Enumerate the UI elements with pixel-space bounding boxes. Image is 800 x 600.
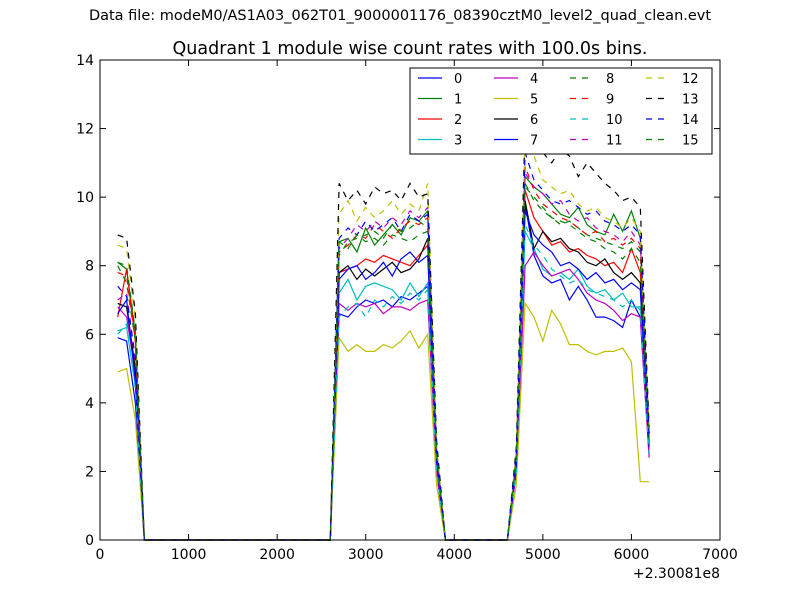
series-line-8 bbox=[117, 181, 650, 541]
series-line-5 bbox=[117, 301, 650, 541]
series-line-4 bbox=[117, 250, 650, 541]
x-tick-label: 0 bbox=[96, 547, 105, 563]
series-line-7 bbox=[117, 210, 650, 541]
legend-label-12: 12 bbox=[682, 72, 699, 87]
series-line-3 bbox=[117, 229, 650, 541]
legend-label-0: 0 bbox=[454, 72, 462, 87]
x-tick-label: 2000 bbox=[259, 547, 295, 563]
x-tick-label: 5000 bbox=[525, 547, 561, 563]
legend-label-6: 6 bbox=[530, 113, 538, 128]
x-tick-label: 3000 bbox=[348, 547, 384, 563]
y-tick-label: 12 bbox=[76, 122, 94, 138]
legend-label-1: 1 bbox=[454, 93, 462, 108]
y-tick-label: 6 bbox=[85, 327, 94, 343]
series-line-0 bbox=[117, 203, 650, 541]
legend-label-3: 3 bbox=[454, 134, 462, 149]
x-tick-label: 4000 bbox=[436, 547, 472, 563]
legend-label-15: 15 bbox=[682, 134, 699, 149]
legend-label-2: 2 bbox=[454, 113, 462, 128]
series-line-2 bbox=[117, 190, 650, 541]
plot-frame bbox=[99, 59, 721, 541]
y-tick-label: 10 bbox=[76, 190, 94, 206]
series-line-10 bbox=[117, 224, 650, 541]
x-offset-label: +2.30081e8 bbox=[633, 566, 720, 582]
series-line-11 bbox=[117, 171, 650, 541]
legend-label-10: 10 bbox=[606, 113, 623, 128]
legend-label-8: 8 bbox=[606, 72, 614, 87]
legend-label-5: 5 bbox=[530, 93, 538, 108]
y-tick-label: 14 bbox=[76, 53, 94, 69]
legend-label-7: 7 bbox=[530, 134, 538, 149]
legend-label-11: 11 bbox=[606, 134, 623, 149]
series-layer bbox=[117, 124, 650, 541]
y-tick-label: 0 bbox=[85, 533, 94, 549]
y-tick-label: 4 bbox=[85, 396, 94, 412]
series-line-15 bbox=[117, 185, 650, 541]
legend-label-13: 13 bbox=[682, 93, 699, 108]
series-line-12 bbox=[117, 135, 650, 541]
legend-label-14: 14 bbox=[682, 113, 699, 128]
y-tick-label: 8 bbox=[85, 259, 94, 275]
x-tick-label: 6000 bbox=[614, 547, 650, 563]
y-tick-label: 2 bbox=[85, 464, 94, 480]
figure-supertitle: Data file: modeM0/AS1A03_062T01_90000011… bbox=[88, 8, 712, 24]
legend-label-4: 4 bbox=[530, 72, 538, 87]
series-line-13 bbox=[117, 124, 650, 541]
chart-title: Quadrant 1 module wise count rates with … bbox=[173, 39, 648, 59]
x-tick-label: 1000 bbox=[171, 547, 207, 563]
legend-label-9: 9 bbox=[606, 93, 614, 108]
series-line-9 bbox=[117, 166, 650, 541]
x-tick-label: 7000 bbox=[702, 547, 738, 563]
